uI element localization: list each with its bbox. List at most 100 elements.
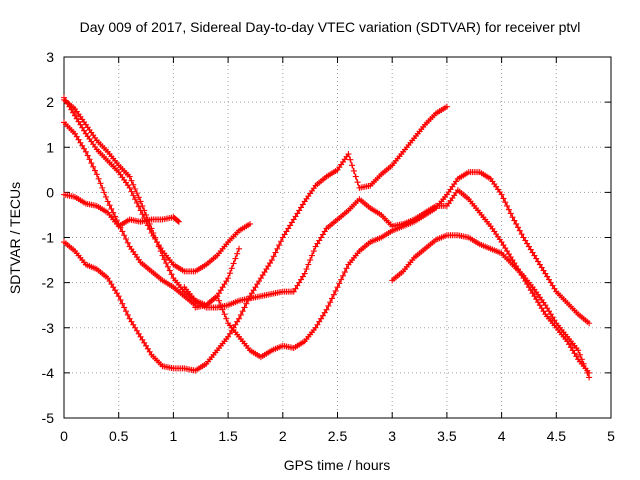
data-point <box>137 198 144 205</box>
data-point <box>544 305 551 312</box>
data-point <box>146 348 153 355</box>
x-tick-label: 5 <box>607 428 615 444</box>
data-point <box>84 152 91 159</box>
data-point <box>95 175 102 182</box>
data-point <box>163 260 170 267</box>
data-point <box>549 314 556 321</box>
data-point <box>257 275 264 282</box>
data-point <box>215 290 222 297</box>
data-point <box>110 209 117 216</box>
data-point <box>511 217 518 224</box>
data-point <box>334 284 341 291</box>
data-point <box>540 267 547 274</box>
data-point <box>525 243 532 250</box>
y-axis-label: SDTVAR / TECUs <box>7 182 23 294</box>
data-point <box>535 258 542 265</box>
data-point <box>77 121 84 128</box>
data-point <box>318 315 325 322</box>
data-point <box>542 270 549 277</box>
data-point <box>157 248 164 255</box>
data-point <box>159 252 166 259</box>
data-point <box>498 239 505 246</box>
data-point <box>237 311 244 318</box>
data-point <box>217 287 224 294</box>
data-point <box>219 306 226 313</box>
ticks: 0 0.5 1 1.5 2 2.5 3 3.5 4 4.5 5 -5 -4 -3 -2 -1 0 1 2 3 <box>42 49 616 444</box>
data-point <box>529 290 536 297</box>
x-tick-label: 0.5 <box>109 428 129 444</box>
data-point <box>305 261 312 268</box>
data-point <box>73 115 80 122</box>
data-point <box>542 302 549 309</box>
data-point <box>294 282 301 289</box>
data-point <box>226 330 233 337</box>
data-point <box>524 240 531 247</box>
data-point <box>88 160 95 167</box>
data-point <box>101 189 108 196</box>
data-point <box>267 260 274 267</box>
data-point <box>354 179 361 186</box>
data-point <box>236 245 243 252</box>
data-point <box>124 311 131 318</box>
x-tick-label: 1 <box>170 428 178 444</box>
data-point <box>252 284 259 291</box>
data-point <box>502 245 509 252</box>
data-point <box>82 148 89 155</box>
data-point <box>161 256 168 263</box>
data-point <box>509 214 516 221</box>
x-tick-label: 2 <box>279 428 287 444</box>
data-point <box>90 163 97 170</box>
data-point <box>569 347 576 354</box>
data-point <box>122 308 129 315</box>
data-point <box>518 231 525 238</box>
data-point <box>303 266 310 273</box>
data-point <box>350 167 357 174</box>
data-point <box>219 284 226 291</box>
data-point <box>104 198 111 205</box>
data-point <box>513 220 520 227</box>
data-point <box>274 245 281 252</box>
data-point <box>301 270 308 277</box>
data-point <box>119 228 126 235</box>
data-point <box>168 271 175 278</box>
data-point <box>527 246 534 253</box>
data-point <box>270 253 277 260</box>
data-point <box>139 336 146 343</box>
data-point <box>73 133 80 140</box>
data-point <box>261 269 268 276</box>
data-point <box>290 216 297 223</box>
data-point <box>516 227 523 234</box>
data-point <box>108 281 115 288</box>
data-point <box>128 177 135 184</box>
data-point <box>130 192 137 199</box>
data-point <box>112 213 119 220</box>
x-tick-label: 2.5 <box>328 428 348 444</box>
data-point <box>133 327 140 334</box>
data-point <box>272 249 279 256</box>
data-point <box>505 251 512 258</box>
data-point <box>86 156 93 163</box>
x-tick-label: 4.5 <box>547 428 567 444</box>
data-point <box>327 299 334 306</box>
series-arc-3 <box>61 119 199 309</box>
y-tick-label: -1 <box>42 230 55 246</box>
data-point <box>79 142 86 149</box>
data-point <box>536 302 543 309</box>
data-point <box>325 302 332 309</box>
data-point <box>239 308 246 315</box>
x-tick-label: 4 <box>498 428 506 444</box>
data-point <box>133 190 140 197</box>
data-point <box>546 276 553 283</box>
data-point <box>132 185 139 192</box>
data-point <box>110 284 117 291</box>
data-point <box>298 276 305 283</box>
data-point <box>507 254 514 261</box>
data-point <box>573 353 580 360</box>
data-point <box>141 207 148 214</box>
data-point <box>113 290 120 297</box>
data-point <box>250 287 257 294</box>
data-point <box>586 320 593 327</box>
data-point <box>81 145 88 152</box>
data-point <box>296 279 303 286</box>
data-point <box>571 350 578 357</box>
